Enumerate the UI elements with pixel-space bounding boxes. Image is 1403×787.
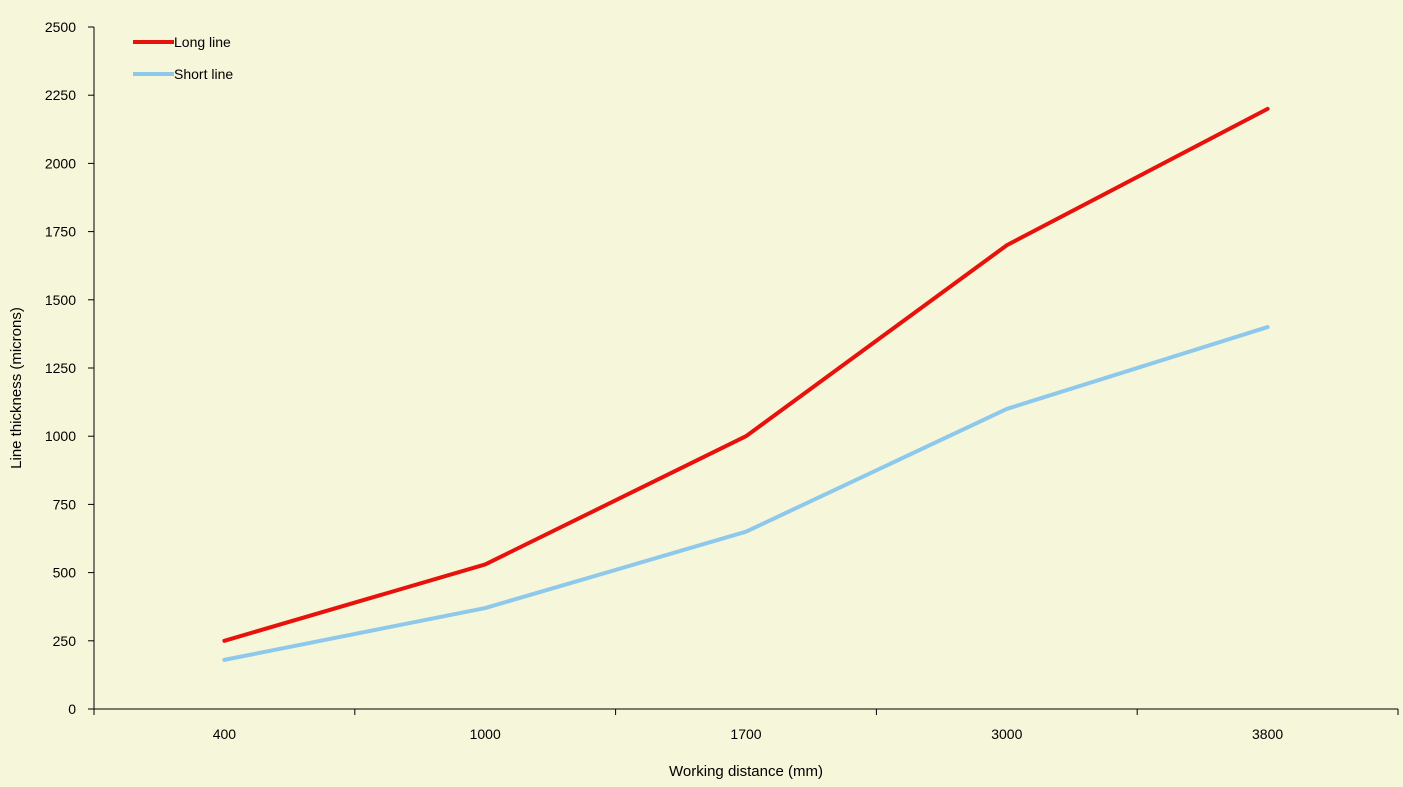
series-line-short-line (222, 325, 1270, 662)
axes: 0 250 500 750 1000 1250 1500 1750 2000 2250 2500 40… (45, 19, 1399, 742)
x-tick-label: 1000 (470, 726, 501, 742)
y-axis-title: Line thickness (microns) (8, 307, 25, 469)
x-axis-title: Working distance (mm) (669, 763, 823, 780)
legend: Long line Short line (133, 34, 233, 82)
legend-label: Long line (174, 34, 231, 50)
y-tick-label: 2250 (45, 87, 76, 103)
y-tick-label: 2500 (45, 19, 76, 35)
y-tick-label: 2000 (45, 155, 76, 171)
y-tick-label: 1500 (45, 292, 76, 308)
y-tick-label: 250 (53, 633, 77, 649)
series-line-long-line (222, 106, 1270, 643)
y-tick-label: 1750 (45, 224, 76, 240)
x-tick-label: 1700 (730, 726, 761, 742)
x-tick-label: 3800 (1252, 726, 1283, 742)
y-tick-label: 1000 (45, 428, 76, 444)
x-tick-label: 400 (213, 726, 237, 742)
y-tick-label: 0 (68, 701, 76, 717)
y-tick-label: 1250 (45, 360, 76, 376)
legend-label: Short line (174, 66, 233, 82)
x-tick-label: 3000 (991, 726, 1022, 742)
y-tick-label: 750 (53, 496, 77, 512)
series-layer (222, 106, 1270, 662)
y-tick-label: 500 (53, 565, 77, 581)
